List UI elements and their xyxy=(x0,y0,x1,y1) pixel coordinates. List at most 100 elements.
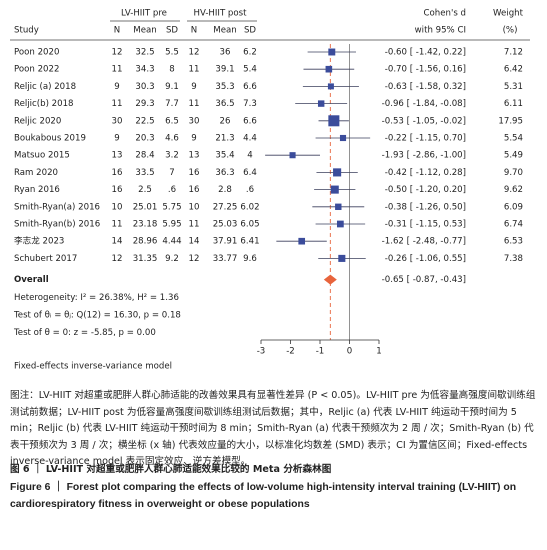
cell: 37.91 xyxy=(213,237,238,247)
cell: 6.05 xyxy=(240,220,259,230)
cell: -0.31 [ -1.15, 0.53] xyxy=(385,220,466,230)
cell: 5.75 xyxy=(162,202,181,212)
cell: 35.4 xyxy=(215,151,234,161)
cell: 27.25 xyxy=(213,202,238,212)
subheader: with 95% CI xyxy=(415,26,466,36)
cell: 14 xyxy=(189,237,200,247)
forest-plot: LV-HIIT pre HV-HIIT post Cohen's d Weigh… xyxy=(10,9,530,372)
cell: 7.38 xyxy=(504,254,523,264)
study-name: Poon 2020 xyxy=(14,48,59,58)
cell: 4.4 xyxy=(243,134,257,144)
cell: 6.2 xyxy=(243,48,257,58)
cell: .6 xyxy=(168,185,176,195)
effect-marker xyxy=(335,203,342,211)
cell: 30.3 xyxy=(135,82,154,92)
cell: 7 xyxy=(169,168,174,178)
cell: 12 xyxy=(112,254,123,264)
cell: -0.22 [ -1.15, 0.70] xyxy=(385,134,466,144)
study-name: Ram 2020 xyxy=(14,168,58,178)
study-name: Poon 2022 xyxy=(14,65,59,75)
cell: 39.1 xyxy=(215,65,234,75)
group-header: LV-HIIT pre xyxy=(121,9,167,19)
cell: 33.5 xyxy=(135,168,154,178)
header: SD xyxy=(166,26,178,36)
cell: 16 xyxy=(189,185,200,195)
cell: 4 xyxy=(247,151,252,161)
header: Weight xyxy=(493,9,524,19)
cell: 32.5 xyxy=(135,48,154,58)
study-name: Smith-Ryan(a) 2016 xyxy=(14,202,100,212)
cell: 11 xyxy=(112,99,123,109)
cell: 28.96 xyxy=(133,237,158,247)
cell: 6.02 xyxy=(240,202,259,212)
cell: 28.4 xyxy=(135,151,154,161)
cell: 12 xyxy=(189,48,200,58)
effect-marker xyxy=(339,134,347,142)
cell: 9.70 xyxy=(504,168,523,178)
cell: 25.01 xyxy=(133,202,158,212)
cell: 16 xyxy=(189,168,200,178)
cell: -0.53 [ -1.05, -0.02] xyxy=(382,116,466,126)
effect-marker xyxy=(330,185,339,194)
cell: -0.70 [ -1.56, 0.16] xyxy=(385,65,466,75)
cell: 5.49 xyxy=(504,151,523,161)
cell: 17.95 xyxy=(498,116,523,126)
caption: 图注：LV-HIIT 对超重或肥胖人群心肺适能的改善效果具有显著性差异 (P <… xyxy=(10,390,536,467)
cell: 13 xyxy=(112,151,123,161)
group-header: HV-HIIT post xyxy=(193,9,247,19)
cell: 7.12 xyxy=(504,48,523,58)
cell: 6.41 xyxy=(240,237,259,247)
cell: 9 xyxy=(191,134,196,144)
cell: 9.62 xyxy=(504,185,523,195)
overall-label: Overall xyxy=(14,275,49,285)
cell: 2.8 xyxy=(218,185,232,195)
x-tick-label: -2 xyxy=(286,347,295,357)
cell: 9 xyxy=(114,134,119,144)
cell: -0.42 [ -1.12, 0.28] xyxy=(385,168,466,178)
cell: 5.54 xyxy=(504,134,523,144)
study-name: Smith-Ryan(b) 2016 xyxy=(14,220,100,230)
header: Study xyxy=(14,26,39,36)
cell: -0.50 [ -1.20, 0.20] xyxy=(385,185,466,195)
cell: 4.44 xyxy=(162,237,181,247)
cell: -0.26 [ -1.06, 0.55] xyxy=(385,254,466,264)
cell: 20.3 xyxy=(135,134,154,144)
effect-marker xyxy=(333,168,342,177)
cell: 9.6 xyxy=(243,254,257,264)
cell: 36 xyxy=(220,48,231,58)
cell: 12 xyxy=(112,48,123,58)
cell: 22.5 xyxy=(135,116,154,126)
cell: .6 xyxy=(246,185,254,195)
cell: 7.7 xyxy=(165,99,179,109)
cell: 6.42 xyxy=(504,65,523,75)
cell: 4.6 xyxy=(165,134,179,144)
cell: 7.3 xyxy=(243,99,257,109)
cell: 6.11 xyxy=(504,99,523,109)
cell: -0.96 [ -1.84, -0.08] xyxy=(382,99,466,109)
header: N xyxy=(191,26,197,36)
cell: -0.60 [ -1.42, 0.22] xyxy=(385,48,466,58)
study-name: Ryan 2016 xyxy=(14,185,60,195)
cell: 11 xyxy=(189,220,200,230)
study-name: Reljic(b) 2018 xyxy=(14,99,74,109)
cell: 16 xyxy=(112,168,123,178)
cell: 6.6 xyxy=(243,116,257,126)
cell: 3.2 xyxy=(165,151,179,161)
cell: 10 xyxy=(189,202,200,212)
header: SD xyxy=(244,26,256,36)
cell: 9.2 xyxy=(165,254,179,264)
cell: 29.3 xyxy=(135,99,154,109)
cell: 13 xyxy=(189,151,200,161)
cell: 16 xyxy=(112,185,123,195)
cell: 30 xyxy=(189,116,200,126)
effect-marker xyxy=(328,115,340,127)
effect-marker xyxy=(328,48,336,56)
cell: 11 xyxy=(112,220,123,230)
cell: 6.53 xyxy=(504,237,523,247)
study-name: Schubert 2017 xyxy=(14,254,77,264)
study-name: Matsuo 2015 xyxy=(14,151,70,161)
note: Test of θᵢ = θⱼ: Q(12) = 16.30, p = 0.18 xyxy=(13,311,181,321)
header: Mean xyxy=(133,26,156,36)
cell: 6.4 xyxy=(243,168,257,178)
cell: -0.38 [ -1.26, 0.50] xyxy=(385,202,466,212)
